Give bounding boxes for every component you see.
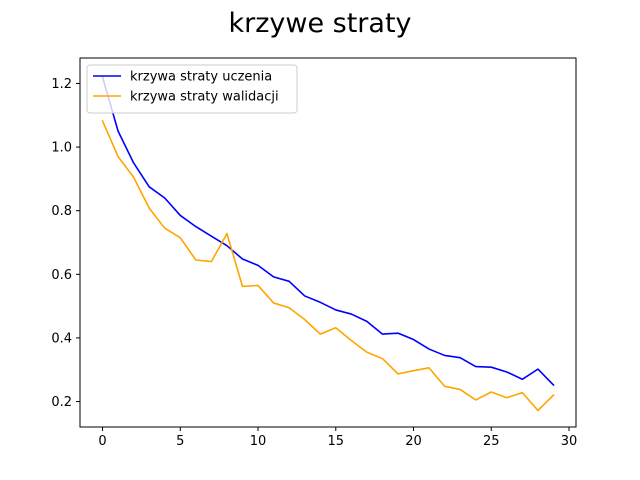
x-tick-label: 30 (561, 434, 578, 449)
x-tick-label: 20 (405, 434, 422, 449)
y-tick-label: 0.4 (51, 331, 72, 346)
x-tick-label: 25 (483, 434, 500, 449)
legend-box (86, 64, 298, 114)
series-line-0 (101, 76, 555, 387)
y-tick-label: 1.2 (51, 77, 72, 92)
series-line-1 (101, 119, 555, 412)
y-tick-label: 0.2 (51, 395, 72, 410)
x-tick-label: 10 (250, 434, 267, 449)
legend-label-1: krzywa straty walidacji (130, 90, 279, 105)
y-tick-label: 0.8 (51, 204, 72, 219)
legend: krzywa straty uczenia krzywa straty walid… (86, 64, 298, 114)
legend-label-0: krzywa straty uczenia (130, 70, 272, 85)
x-tick-label: 0 (98, 434, 106, 449)
chart-title: krzywe straty (228, 8, 411, 39)
x-tick-label: 5 (176, 434, 184, 449)
x-tick-label: 15 (328, 434, 345, 449)
y-tick-label: 1.0 (51, 141, 72, 156)
plot-frame (79, 57, 577, 428)
y-tick-label: 0.6 (51, 268, 72, 283)
